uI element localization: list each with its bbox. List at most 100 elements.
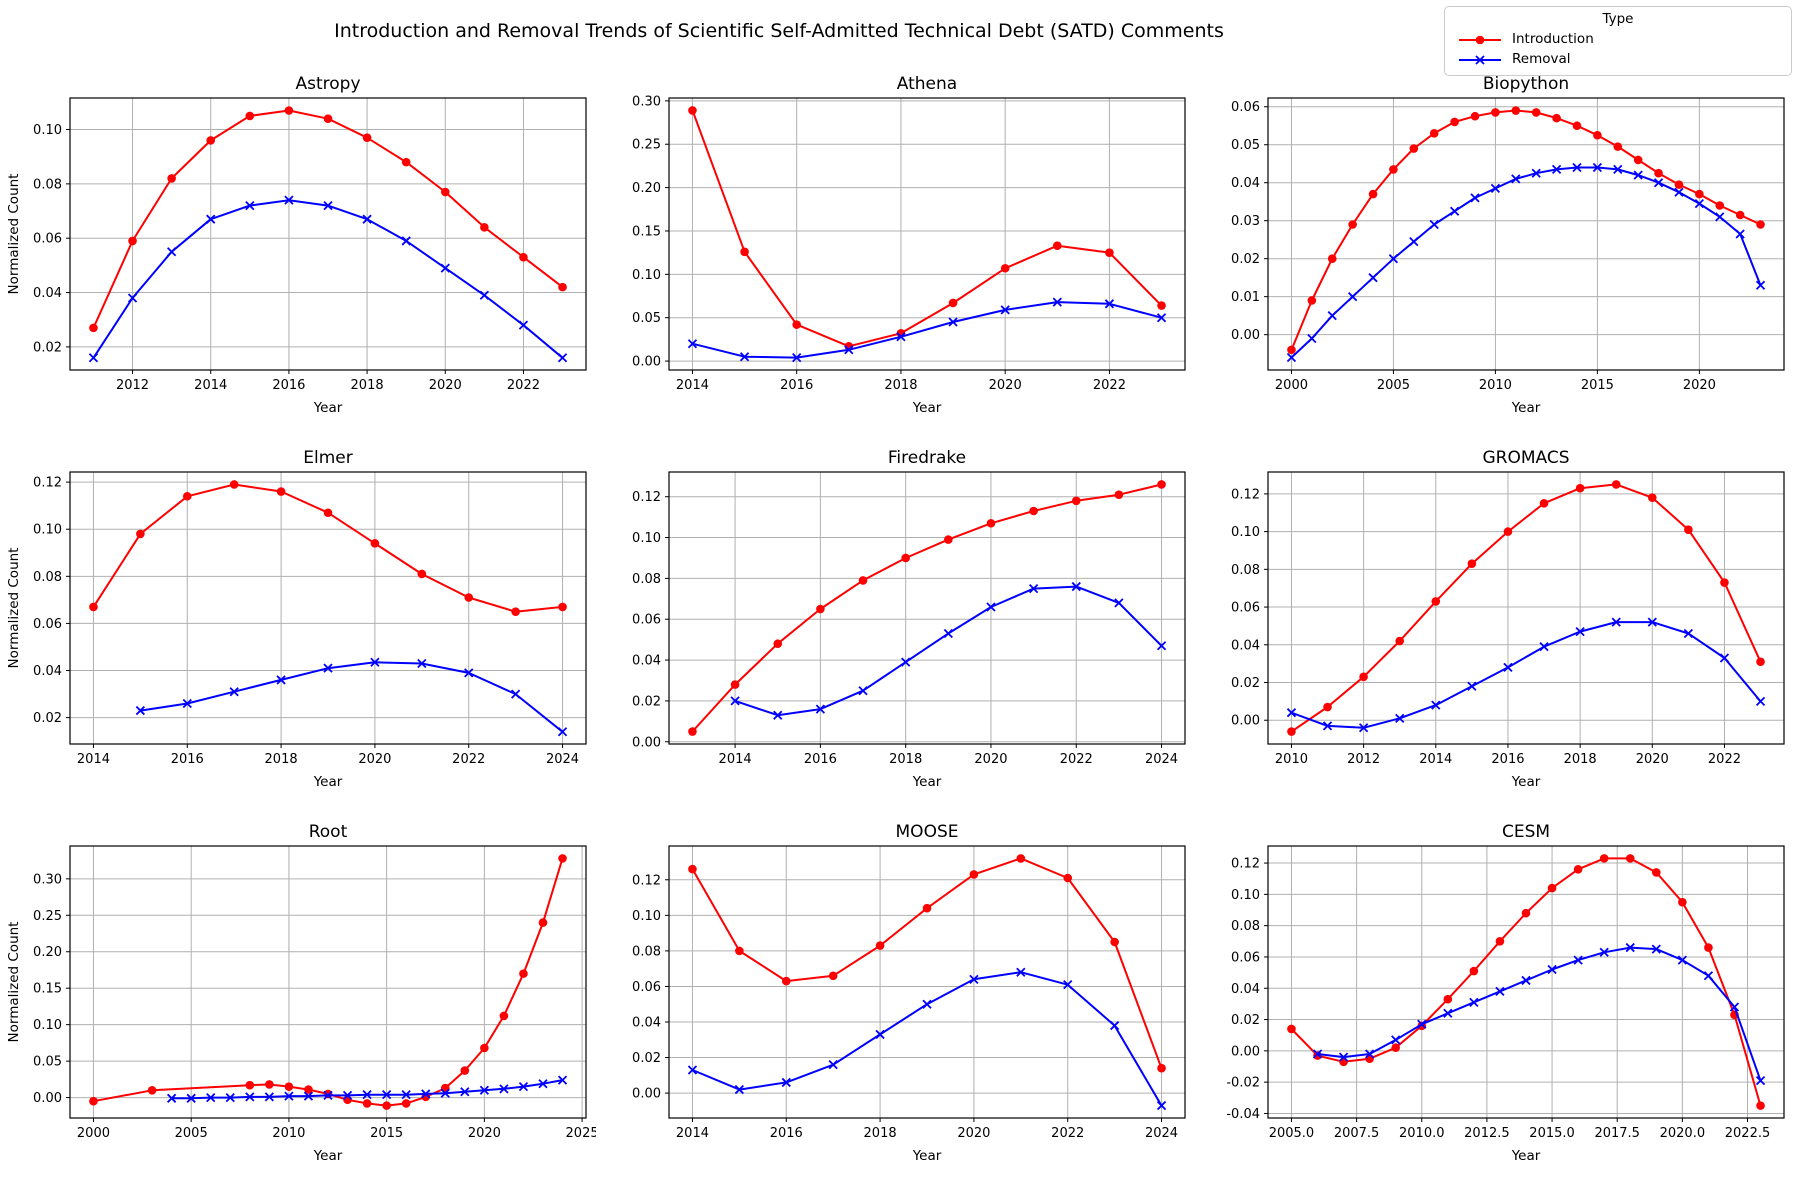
y-tick-label: -0.04	[1227, 1107, 1261, 1122]
removal-line	[734, 585, 1163, 717]
y-tick-label: 0.12	[33, 476, 62, 491]
x-axis-label: Year	[312, 774, 342, 790]
grid	[668, 846, 1185, 1118]
plot-canvas-cesm: 2005.0 2007.5 2010.0 2012.5 2015.0 2017.5 2020…	[1227, 822, 1785, 1164]
y-tick-label: 0.04	[632, 654, 661, 669]
legend-entry-label: Removal	[1512, 51, 1571, 67]
y-tick-label: 0.02	[1231, 1013, 1260, 1028]
introduction-line	[92, 483, 563, 613]
x-axis: 2014 2016 2018 2020 2022 2024	[719, 744, 1178, 767]
legend-entry-removal: Removal	[1453, 49, 1783, 69]
plot-border	[668, 471, 1186, 745]
x-axis: 2000 2005 2010 2015 2020	[1275, 370, 1716, 393]
chart-elmer: 2014 2016 2018 2020 2022 2024 0.02 0.04 0.06 0.08…	[0, 446, 599, 814]
x-tick-label: 2020	[428, 378, 461, 393]
subplot-title: Athena	[897, 74, 957, 94]
y-tick-label: 0.25	[632, 138, 661, 153]
y-axis: 0.00 0.05 0.10 0.15 0.20 0.25 0.30	[33, 872, 70, 1106]
y-tick-label: 0.12	[1231, 857, 1260, 872]
introduction-line	[1290, 109, 1762, 351]
removal-markers	[1313, 942, 1766, 1086]
y-tick-label: 0.02	[33, 340, 62, 355]
y-axis: 0.00 0.02 0.04 0.06 0.08 0.10 0.12	[632, 490, 669, 750]
y-tick-label: 0.10	[33, 123, 62, 138]
x-tick-label: 2022	[452, 752, 485, 767]
removal-swatch-icon	[1457, 52, 1503, 66]
plot-border	[1267, 471, 1785, 745]
introduction-swatch-icon	[1457, 32, 1503, 46]
x-axis-label: Year	[1511, 1148, 1541, 1164]
plot-border	[69, 471, 587, 745]
chart-gromacs: 2010 2012 2014 2016 2018 2020 2022 0.00 0.02 0.04…	[1199, 446, 1798, 814]
y-tick-label: 0.04	[632, 1016, 661, 1031]
y-tick-label: 0.12	[632, 873, 661, 888]
plot-canvas-astropy: 2012 2014 2016 2018 2020 2022 0.02 0.04 0.06 0.08…	[6, 74, 587, 416]
introduction-markers	[1287, 106, 1766, 355]
page-title: Introduction and Removal Trends of Scien…	[334, 20, 1224, 42]
x-tick-label: 2025	[565, 1126, 595, 1141]
x-axis: 2014 2016 2018 2020 2022 2024	[77, 744, 579, 767]
removal-markers	[88, 195, 567, 363]
introduction-line	[1291, 483, 1762, 733]
y-tick-label: 0.20	[33, 945, 62, 960]
subplot-title: Biopython	[1483, 74, 1569, 94]
introduction-line	[92, 109, 563, 329]
plot-canvas-biopython: 2000 2005 2010 2015 2020 0.00 0.01 0.02 0.03 0.04…	[1231, 74, 1785, 416]
y-axis-label: Normalized Count	[6, 174, 22, 295]
chart-athena: 2014 2016 2018 2020 2022 0.00 0.05 0.10 0.15 0.20…	[599, 72, 1198, 440]
x-tick-label: 2000	[1275, 378, 1308, 393]
legend-title: Type	[1602, 11, 1634, 27]
removal-markers	[1287, 162, 1766, 363]
x-tick-label: 2012	[116, 378, 149, 393]
grid	[69, 846, 586, 1118]
y-tick-label: 0.06	[33, 232, 62, 247]
y-tick-label: 0.10	[632, 531, 661, 546]
x-tick-label: 2015.0	[1530, 1126, 1576, 1141]
y-axis: 0.00 0.05 0.10 0.15 0.20 0.25 0.30	[632, 94, 669, 370]
y-tick-label: 0.01	[1231, 290, 1260, 305]
legend-entry-label: Introduction	[1512, 31, 1594, 47]
x-tick-label: 2017.5	[1595, 1126, 1641, 1141]
removal-line	[1291, 166, 1762, 359]
y-tick-label: 0.00	[632, 735, 661, 750]
subplot-title: Astropy	[295, 74, 360, 94]
y-tick-label: 0.00	[1231, 328, 1260, 343]
y-tick-label: 0.00	[632, 1087, 661, 1102]
grid	[1268, 846, 1785, 1118]
x-tick-label: 2005	[1377, 378, 1410, 393]
x-axis-label: Year	[912, 774, 942, 790]
x-axis-label: Year	[1511, 774, 1541, 790]
x-tick-label: 2010.0	[1399, 1126, 1445, 1141]
x-tick-label: 2022	[507, 378, 540, 393]
removal-markers	[1287, 617, 1766, 733]
plot-canvas-athena: 2014 2016 2018 2020 2022 0.00 0.05 0.10 0.15 0.20…	[632, 74, 1186, 416]
y-tick-label: 0.04	[33, 286, 62, 301]
x-tick-label: 2022	[1708, 752, 1741, 767]
y-tick-label: 0.12	[632, 490, 661, 505]
y-tick-label: 0.00	[1231, 1044, 1260, 1059]
removal-markers	[730, 581, 1167, 720]
y-tick-label: 0.04	[1231, 176, 1260, 191]
x-tick-label: 2016	[804, 752, 837, 767]
x-tick-label: 2014	[1420, 752, 1453, 767]
y-tick-label: 0.10	[632, 909, 661, 924]
x-tick-label: 2024	[1145, 1126, 1178, 1141]
y-tick-label: 0.04	[1231, 982, 1260, 997]
x-tick-label: 2020	[957, 1126, 990, 1141]
x-tick-label: 2016	[1492, 752, 1525, 767]
removal-markers	[166, 1075, 567, 1103]
y-tick-label: 0.06	[1231, 950, 1260, 965]
y-tick-label: 0.10	[33, 1018, 62, 1033]
y-tick-label: 0.06	[33, 617, 62, 632]
introduction-markers	[88, 106, 567, 333]
y-tick-label: 0.20	[632, 181, 661, 196]
x-tick-label: 2020	[974, 752, 1007, 767]
x-tick-label: 2005	[174, 1126, 207, 1141]
introduction-line	[691, 110, 1163, 348]
x-tick-label: 2018	[889, 752, 922, 767]
x-axis-label: Year	[912, 400, 942, 416]
subplot-title: Elmer	[303, 448, 352, 468]
x-tick-label: 2022	[1093, 378, 1126, 393]
y-tick-label: -0.02	[1227, 1076, 1261, 1091]
x-tick-label: 2015	[1581, 378, 1614, 393]
